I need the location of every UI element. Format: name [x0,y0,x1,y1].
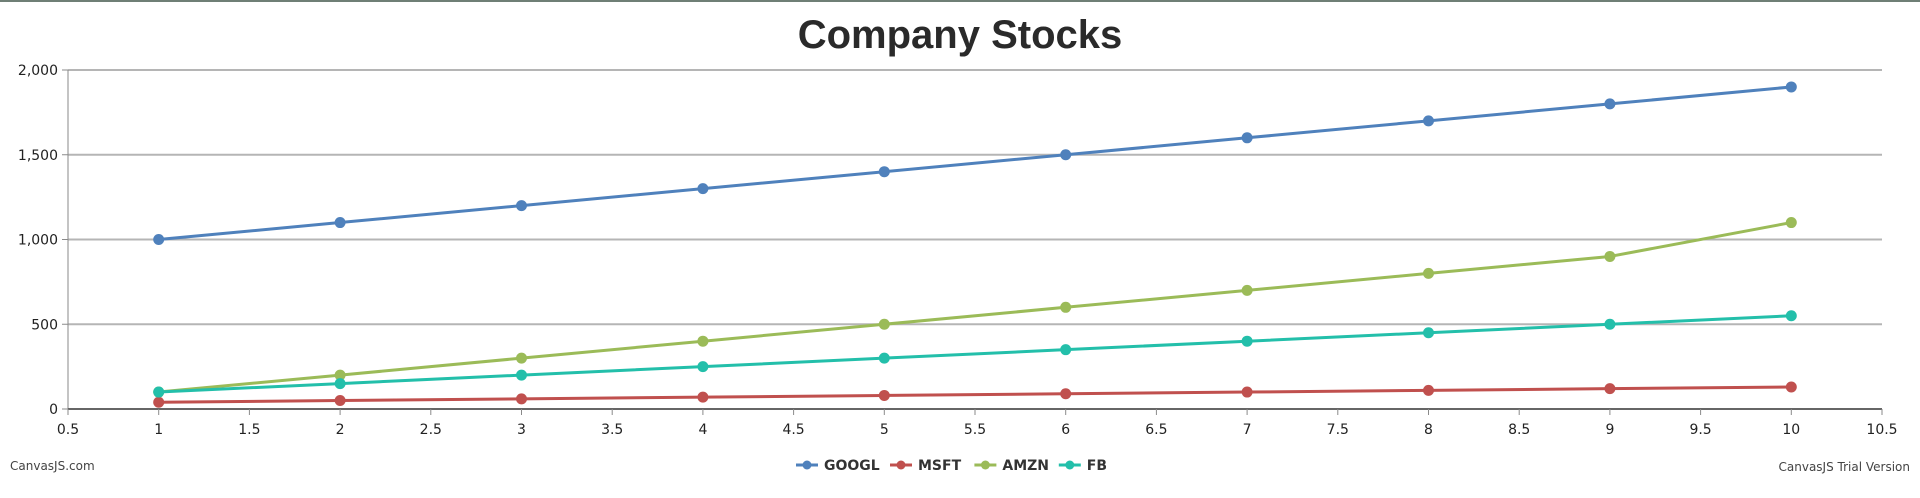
x-tick-label: 9 [1605,422,1614,438]
chart-title: Company Stocks [798,13,1123,57]
data-point-msft [516,393,527,405]
data-point-googl [1423,115,1434,127]
x-tick-label: 8 [1424,422,1433,438]
series-msft [153,381,1797,408]
series-lines [153,81,1797,408]
data-point-googl [1060,149,1072,161]
legend-marker [1065,460,1075,470]
series-googl [153,81,1797,245]
data-point-fb [516,369,527,381]
x-tick-label: 5 [880,422,889,438]
data-point-msft [153,396,165,408]
x-tick-label: 9.5 [1689,422,1711,438]
series-line-googl [157,85,1793,241]
top-border [0,0,1920,2]
legend-label: MSFT [918,458,962,474]
data-point-msft [334,395,346,407]
x-tick-label: 1 [154,422,163,438]
data-point-googl [153,234,165,245]
x-tick-label: 8.5 [1508,422,1530,438]
data-point-fb [153,386,165,398]
legend-label: AMZN [1002,458,1049,474]
legend-marker [802,460,812,470]
y-tick-label: 1,000 [18,233,58,249]
data-point-msft [1241,386,1253,398]
data-point-amzn [1785,217,1797,229]
x-tick-label: 3.5 [601,422,623,438]
data-point-fb [1241,335,1253,347]
data-point-fb [334,378,346,390]
data-point-googl [516,200,527,212]
series-amzn [153,217,1797,398]
data-point-fb [1060,344,1072,356]
data-point-fb [1604,318,1616,330]
data-point-amzn [1241,284,1253,296]
y-tick-label: 1,500 [18,148,58,164]
x-tick-label: 4 [698,422,707,438]
legend-item-fb: FB [1058,458,1107,474]
x-tick-label: 5.5 [964,422,986,438]
data-point-googl [697,183,709,195]
y-tick-label: 500 [31,317,58,333]
x-tick-label: 6.5 [1145,422,1167,438]
x-tick-label: 6 [1061,422,1070,438]
series-line-msft [157,385,1793,404]
data-point-amzn [516,352,527,364]
data-point-msft [1423,384,1434,396]
legend-item-msft: MSFT [890,458,962,474]
data-point-msft [1060,388,1072,400]
data-point-amzn [878,318,890,330]
axes: 0 500 1,000 1,500 2,000 0.5 1 1.5 2 2.5 3 3.5 4 4.5 5 5… [18,63,1898,438]
data-point-googl [1604,98,1616,110]
legend-marker [980,460,990,470]
y-tick-label: 0 [49,402,58,418]
credit-right: CanvasJS Trial Version [1778,460,1910,474]
series-line-fb [157,314,1793,394]
data-point-googl [1241,132,1253,144]
data-point-amzn [334,369,346,381]
data-point-googl [878,166,890,178]
legend-label: FB [1087,458,1107,474]
x-tick-label: 2 [336,422,345,438]
x-tick-label: 7 [1243,422,1252,438]
data-point-fb [1423,327,1434,339]
data-point-msft [1785,381,1797,393]
data-point-fb [1785,310,1797,322]
data-point-fb [878,352,890,364]
x-tick-label: 1.5 [238,422,260,438]
credit-left[interactable]: CanvasJS.com [10,459,95,473]
x-tick-label: 4.5 [782,422,804,438]
x-tick-label: 10 [1782,422,1800,438]
data-point-amzn [1060,301,1072,313]
legend-item-amzn: AMZN [974,458,1049,474]
legend: GOOGL MSFT AMZN FB [796,458,1107,474]
x-tick-label: 0.5 [57,422,79,438]
data-point-googl [1785,81,1797,93]
x-tick-label: 7.5 [1327,422,1349,438]
legend-marker [896,460,906,470]
data-point-amzn [1604,250,1616,262]
data-point-amzn [1423,267,1434,279]
series-fb [153,310,1797,398]
data-point-msft [878,389,890,401]
data-point-fb [697,361,709,373]
x-tick-label: 10.5 [1866,422,1897,438]
data-point-googl [334,217,346,229]
data-point-msft [1604,383,1616,395]
legend-item-googl: GOOGL [796,458,880,474]
y-tick-label: 2,000 [18,63,58,79]
x-tick-label: 2.5 [420,422,442,438]
series-line-amzn [157,221,1793,394]
data-point-msft [697,391,709,403]
data-point-amzn [697,335,709,347]
legend-label: GOOGL [824,458,880,474]
x-tick-label: 3 [517,422,526,438]
